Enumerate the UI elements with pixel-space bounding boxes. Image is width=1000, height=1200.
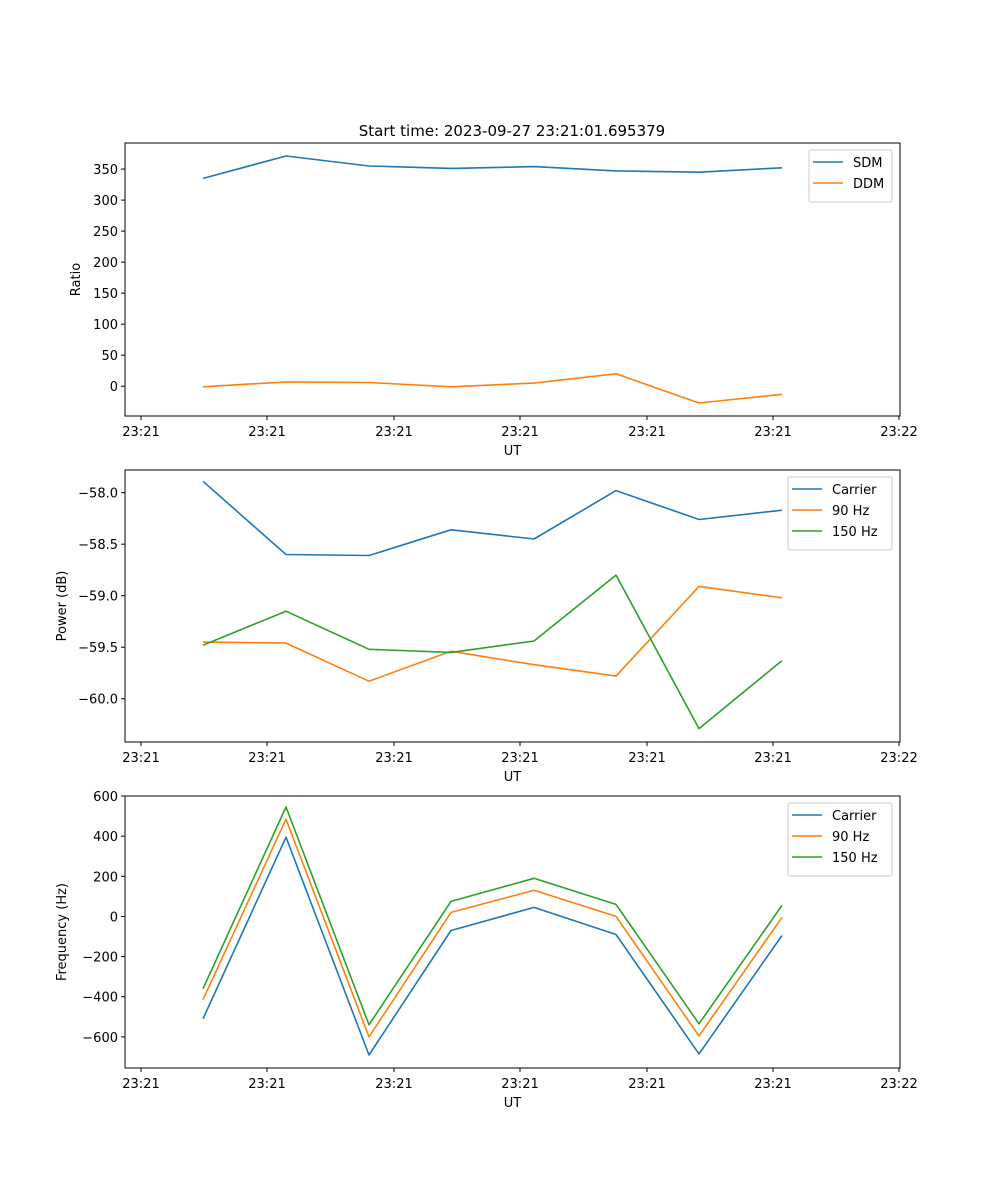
x-tick-label: 23:21 — [375, 425, 412, 440]
y-tick-label: 600 — [93, 790, 118, 805]
y-tick-label: 100 — [93, 318, 118, 333]
subplot-2: 23:21 23:21 23:21 23:21 23:21 23:21 23:22 −60.0… — [55, 469, 918, 785]
x-tick-label: 23:21 — [754, 751, 791, 766]
legend: Carrier 90 Hz 150 Hz — [787, 476, 893, 551]
legend: SDM DDM — [808, 149, 893, 203]
x-tick-label: 23:21 — [501, 1077, 538, 1092]
y-tick-label: −59.5 — [78, 641, 118, 656]
series-line-carrier — [202, 480, 783, 557]
series-line-ddm — [202, 372, 783, 404]
axes-frame — [124, 469, 901, 743]
series-line-90-hz — [202, 585, 783, 683]
series-line-150-hz — [202, 574, 783, 730]
x-axis-label: UT — [504, 444, 522, 459]
axes-frame — [124, 795, 901, 1069]
y-tick-label: −58.0 — [78, 487, 118, 502]
series-line-sdm — [202, 155, 783, 180]
y-tick-label: 50 — [101, 349, 118, 364]
legend-label: Carrier — [832, 809, 877, 824]
x-tick-label: 23:21 — [122, 425, 159, 440]
subplot-1: 23:21 23:21 23:21 23:21 23:21 23:21 23:22 0 50 10… — [69, 142, 918, 459]
x-axis-label: UT — [504, 770, 522, 785]
legend-label: 90 Hz — [832, 504, 869, 519]
x-tick-label: 23:21 — [628, 1077, 665, 1092]
y-tick-label: 0 — [110, 910, 118, 925]
legend-label: DDM — [853, 177, 884, 192]
y-tick-label: −400 — [82, 991, 118, 1006]
x-axis-label: UT — [504, 1096, 522, 1111]
y-tick-label: 200 — [93, 256, 118, 271]
x-tick-label: 23:21 — [248, 1077, 285, 1092]
x-tick-label: 23:21 — [501, 751, 538, 766]
legend-label: 150 Hz — [832, 851, 878, 866]
y-tick-label: −59.0 — [78, 590, 118, 605]
y-tick-label: 0 — [110, 380, 118, 395]
legend-box — [808, 149, 893, 203]
subplot-3: 23:21 23:21 23:21 23:21 23:21 23:21 23:22 −600 −… — [55, 790, 918, 1111]
legend-label: 90 Hz — [832, 830, 869, 845]
y-tick-label: −58.5 — [78, 538, 118, 553]
x-tick-label: 23:21 — [754, 1077, 791, 1092]
x-tick-label: 23:21 — [248, 425, 285, 440]
series-line-150-hz — [202, 806, 783, 1026]
y-tick-label: −200 — [82, 951, 118, 966]
y-axis-label: Power (dB) — [55, 571, 70, 642]
legend-label: Carrier — [832, 483, 877, 498]
x-tick-label: 23:21 — [754, 425, 791, 440]
legend-label: SDM — [853, 156, 882, 171]
x-tick-label: 23:21 — [628, 751, 665, 766]
x-tick-label: 23:21 — [375, 751, 412, 766]
x-tick-label: 23:21 — [501, 425, 538, 440]
x-tick-label: 23:22 — [880, 425, 917, 440]
axes-frame — [124, 142, 901, 417]
legend-label: 150 Hz — [832, 525, 878, 540]
y-tick-label: 400 — [93, 830, 118, 845]
y-tick-label: 150 — [93, 287, 118, 302]
x-tick-label: 23:21 — [628, 425, 665, 440]
y-tick-label: 200 — [93, 870, 118, 885]
y-tick-label: −60.0 — [78, 693, 118, 708]
y-axis-label: Ratio — [69, 263, 84, 296]
y-tick-label: 250 — [93, 225, 118, 240]
chart-title: Start time: 2023-09-27 23:21:01.695379 — [359, 122, 665, 140]
x-tick-label: 23:22 — [880, 751, 917, 766]
y-tick-label: −600 — [82, 1031, 118, 1046]
series-line-carrier — [202, 836, 783, 1056]
y-axis-label: Frequency (Hz) — [55, 883, 70, 981]
series-line-90-hz — [202, 818, 783, 1038]
legend: Carrier 90 Hz 150 Hz — [787, 802, 893, 877]
x-tick-label: 23:21 — [375, 1077, 412, 1092]
y-tick-label: 350 — [93, 163, 118, 178]
x-tick-label: 23:21 — [122, 751, 159, 766]
x-tick-label: 23:21 — [248, 751, 285, 766]
x-tick-label: 23:22 — [880, 1077, 917, 1092]
y-tick-label: 300 — [93, 194, 118, 209]
x-tick-label: 23:21 — [122, 1077, 159, 1092]
